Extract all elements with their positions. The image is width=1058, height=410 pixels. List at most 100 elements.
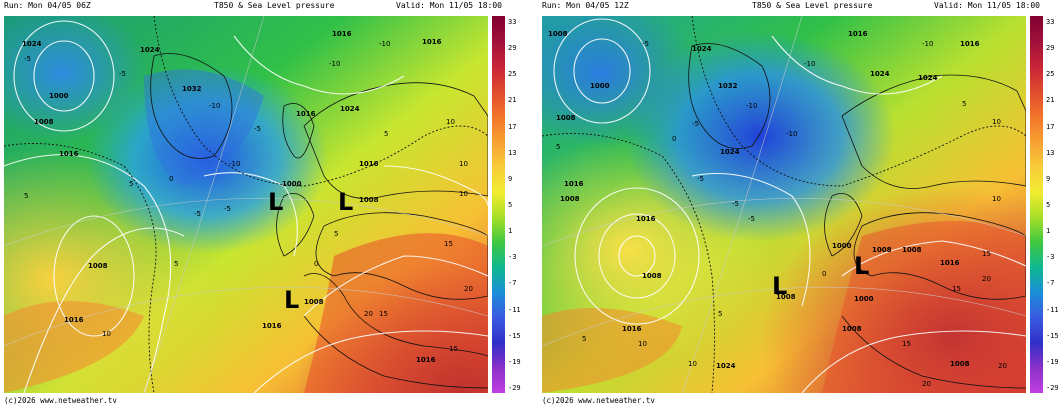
- svg-text:20: 20: [922, 380, 931, 388]
- svg-text:0: 0: [169, 175, 173, 183]
- weather-map: 1008 1008 1000 1024 1032 1024 1016 1016 …: [542, 16, 1026, 393]
- isobar-label: 1024: [720, 148, 740, 156]
- colorbar-tick-label: 1: [1046, 227, 1051, 236]
- copyright-footer: (c)2026 www.netweather.tv: [4, 396, 117, 405]
- svg-text:5: 5: [718, 310, 722, 318]
- temp-labels: -5 -5 -10 -10 -10 -5 -10 -5 0 5 5 5 10 1…: [24, 40, 473, 353]
- colorbar-tick-label: 29: [508, 44, 517, 53]
- svg-text:-10: -10: [229, 160, 240, 168]
- svg-text:10: 10: [992, 195, 1001, 203]
- isobar-label: 1008: [556, 114, 576, 122]
- isobar-label: 1008: [359, 196, 379, 204]
- svg-text:-10: -10: [922, 40, 933, 48]
- pressure-labels: 1024 1032 1000 1008 1016 1024 1016 1016 …: [22, 30, 442, 364]
- temperature-colorbar: [1030, 16, 1043, 393]
- isobar-label: 1016: [564, 180, 584, 188]
- isobar-label: 1016: [332, 30, 352, 38]
- isobar-label: 1016: [622, 325, 642, 333]
- copyright-footer: (c)2026 www.netweather.tv: [542, 396, 655, 405]
- svg-text:15: 15: [379, 310, 388, 318]
- svg-text:20: 20: [982, 275, 991, 283]
- svg-text:5: 5: [556, 143, 560, 151]
- svg-text:5: 5: [962, 100, 966, 108]
- isobar-label: 1024: [716, 362, 736, 370]
- svg-text:-5: -5: [748, 215, 755, 223]
- forecast-panel-12z: Run: Mon 04/05 12Z T850 & Sea Level pres…: [538, 0, 1058, 410]
- colorbar-tick-label: 25: [508, 70, 517, 79]
- isobar-label: 1008: [776, 293, 796, 301]
- isobar-label: 1024: [692, 45, 712, 53]
- forecast-panel-06z: Run: Mon 04/05 06Z T850 & Sea Level pres…: [0, 0, 521, 410]
- svg-text:20: 20: [364, 310, 373, 318]
- svg-text:10: 10: [638, 340, 647, 348]
- isobar-label: 1016: [848, 30, 868, 38]
- coastlines: [688, 43, 1026, 389]
- colorbar-tick-label: 1: [508, 227, 513, 236]
- svg-text:-5: -5: [254, 125, 261, 133]
- svg-text:15: 15: [449, 345, 458, 353]
- svg-text:-10: -10: [746, 102, 757, 110]
- colorbar-tick-label: -29: [1046, 384, 1058, 392]
- isobar-label: 1008: [872, 246, 892, 254]
- low-pressure-marker: L: [338, 188, 353, 216]
- colorbar-tick-label: 17: [508, 122, 517, 131]
- colorbar-tick-label: -19: [508, 357, 521, 366]
- isobar-label: 1008: [642, 272, 662, 280]
- graticule: [4, 16, 488, 393]
- colorbar-tick-label: 33: [1046, 18, 1055, 26]
- pressure-labels: 1008 1008 1000 1024 1032 1024 1016 1016 …: [548, 30, 980, 370]
- svg-text:5: 5: [384, 130, 388, 138]
- isobar-label: 1000: [590, 82, 610, 90]
- map-svg: 1024 1032 1000 1008 1016 1024 1016 1016 …: [4, 16, 488, 393]
- svg-text:10: 10: [459, 160, 468, 168]
- isobar-label: 1016: [296, 110, 316, 118]
- isobar-label: 1024: [340, 105, 360, 113]
- isobar-label: 1000: [832, 242, 852, 250]
- svg-text:5: 5: [334, 230, 338, 238]
- isobar-label: 1008: [950, 360, 970, 368]
- svg-text:-5: -5: [224, 205, 231, 213]
- colorbar-tick-label: -15: [1046, 331, 1058, 340]
- isobar-label: 1016: [416, 356, 436, 364]
- t850-contours: [542, 16, 1026, 393]
- chart-title: T850 & Sea Level pressure: [214, 1, 335, 10]
- svg-text:0: 0: [822, 270, 826, 278]
- svg-text:0: 0: [314, 260, 318, 268]
- svg-text:20: 20: [998, 362, 1007, 370]
- low-markers: L L L: [268, 188, 353, 314]
- svg-text:10: 10: [459, 190, 468, 198]
- svg-text:0: 0: [672, 135, 676, 143]
- run-label: Run: Mon 04/05 12Z: [542, 1, 629, 10]
- svg-text:5: 5: [582, 335, 586, 343]
- colorbar-tick-label: -3: [508, 253, 517, 262]
- svg-text:5: 5: [129, 180, 133, 188]
- svg-text:10: 10: [688, 360, 697, 368]
- map-svg: 1008 1008 1000 1024 1032 1024 1016 1016 …: [542, 16, 1026, 393]
- isobar-label: 1016: [64, 316, 84, 324]
- isobars: [4, 20, 488, 393]
- svg-text:-5: -5: [732, 200, 739, 208]
- isobar-label: 1024: [22, 40, 42, 48]
- colorbar-tick-label: 5: [508, 201, 513, 209]
- valid-label: Valid: Mon 11/05 18:00: [934, 1, 1040, 10]
- colorbar-tick-label: 5: [1046, 201, 1051, 209]
- colorbar-tick-label: 21: [508, 96, 517, 105]
- isobar-label: 1008: [560, 195, 580, 203]
- low-pressure-marker: L: [268, 188, 283, 216]
- colorbar-tick-label: 9: [508, 174, 513, 183]
- isobar-label: 1008: [902, 246, 922, 254]
- isobar-label: 1016: [940, 259, 960, 267]
- colorbar-tick-label: -7: [508, 279, 517, 288]
- isobar-label: 1016: [262, 322, 282, 330]
- colorbar-tick-label: 13: [1046, 148, 1055, 157]
- svg-text:15: 15: [902, 340, 911, 348]
- svg-text:-5: -5: [194, 210, 201, 218]
- svg-text:-10: -10: [379, 40, 390, 48]
- isobar-label: 1016: [59, 150, 79, 158]
- colorbar-tick-label: -29: [508, 384, 521, 392]
- isobar-label: 1016: [359, 160, 379, 168]
- isobar-label: 1008: [842, 325, 862, 333]
- colorbar-tick-label: 21: [1046, 96, 1055, 105]
- svg-text:15: 15: [444, 240, 453, 248]
- chart-title: T850 & Sea Level pressure: [752, 1, 873, 10]
